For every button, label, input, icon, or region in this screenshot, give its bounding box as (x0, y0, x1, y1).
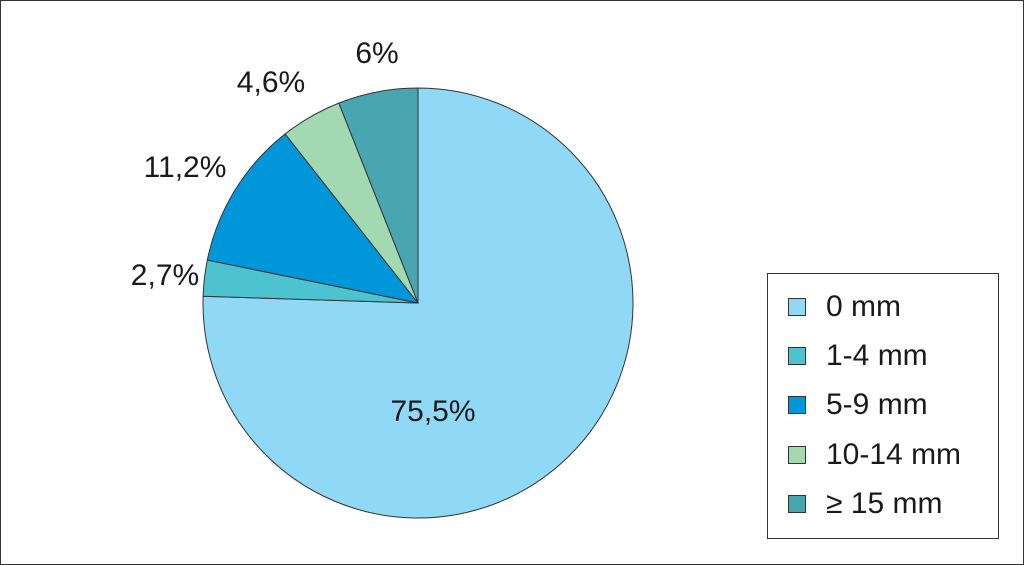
slice-data-label: 2,7% (131, 259, 199, 292)
legend-swatch (788, 347, 806, 365)
legend-item: 10-14 mm (788, 437, 961, 473)
legend-item: ≥ 15 mm (788, 486, 942, 522)
legend: 0 mm 1-4 mm 5-9 mm 10-14 mm ≥ 15 mm (767, 273, 999, 539)
legend-item: 0 mm (788, 289, 901, 325)
legend-label: ≥ 15 mm (826, 487, 943, 520)
pie-slice (206, 133, 420, 304)
legend-label: 0 mm (826, 290, 901, 323)
slice-data-label: 6% (355, 37, 398, 70)
slice-data-label: 11,2% (144, 151, 227, 184)
slice-data-label: 4,6% (237, 66, 305, 99)
legend-item: 1-4 mm (788, 338, 928, 374)
legend-item: 5-9 mm (788, 387, 928, 423)
legend-label: 5-9 mm (826, 388, 928, 421)
slice-data-label: 75,5% (390, 395, 475, 428)
legend-swatch (788, 495, 806, 513)
legend-label: 10-14 mm (826, 438, 962, 471)
legend-label: 1-4 mm (826, 339, 928, 372)
legend-swatch (788, 396, 806, 414)
legend-swatch (788, 446, 806, 464)
legend-swatch (788, 298, 806, 316)
pie-slice (338, 87, 419, 304)
